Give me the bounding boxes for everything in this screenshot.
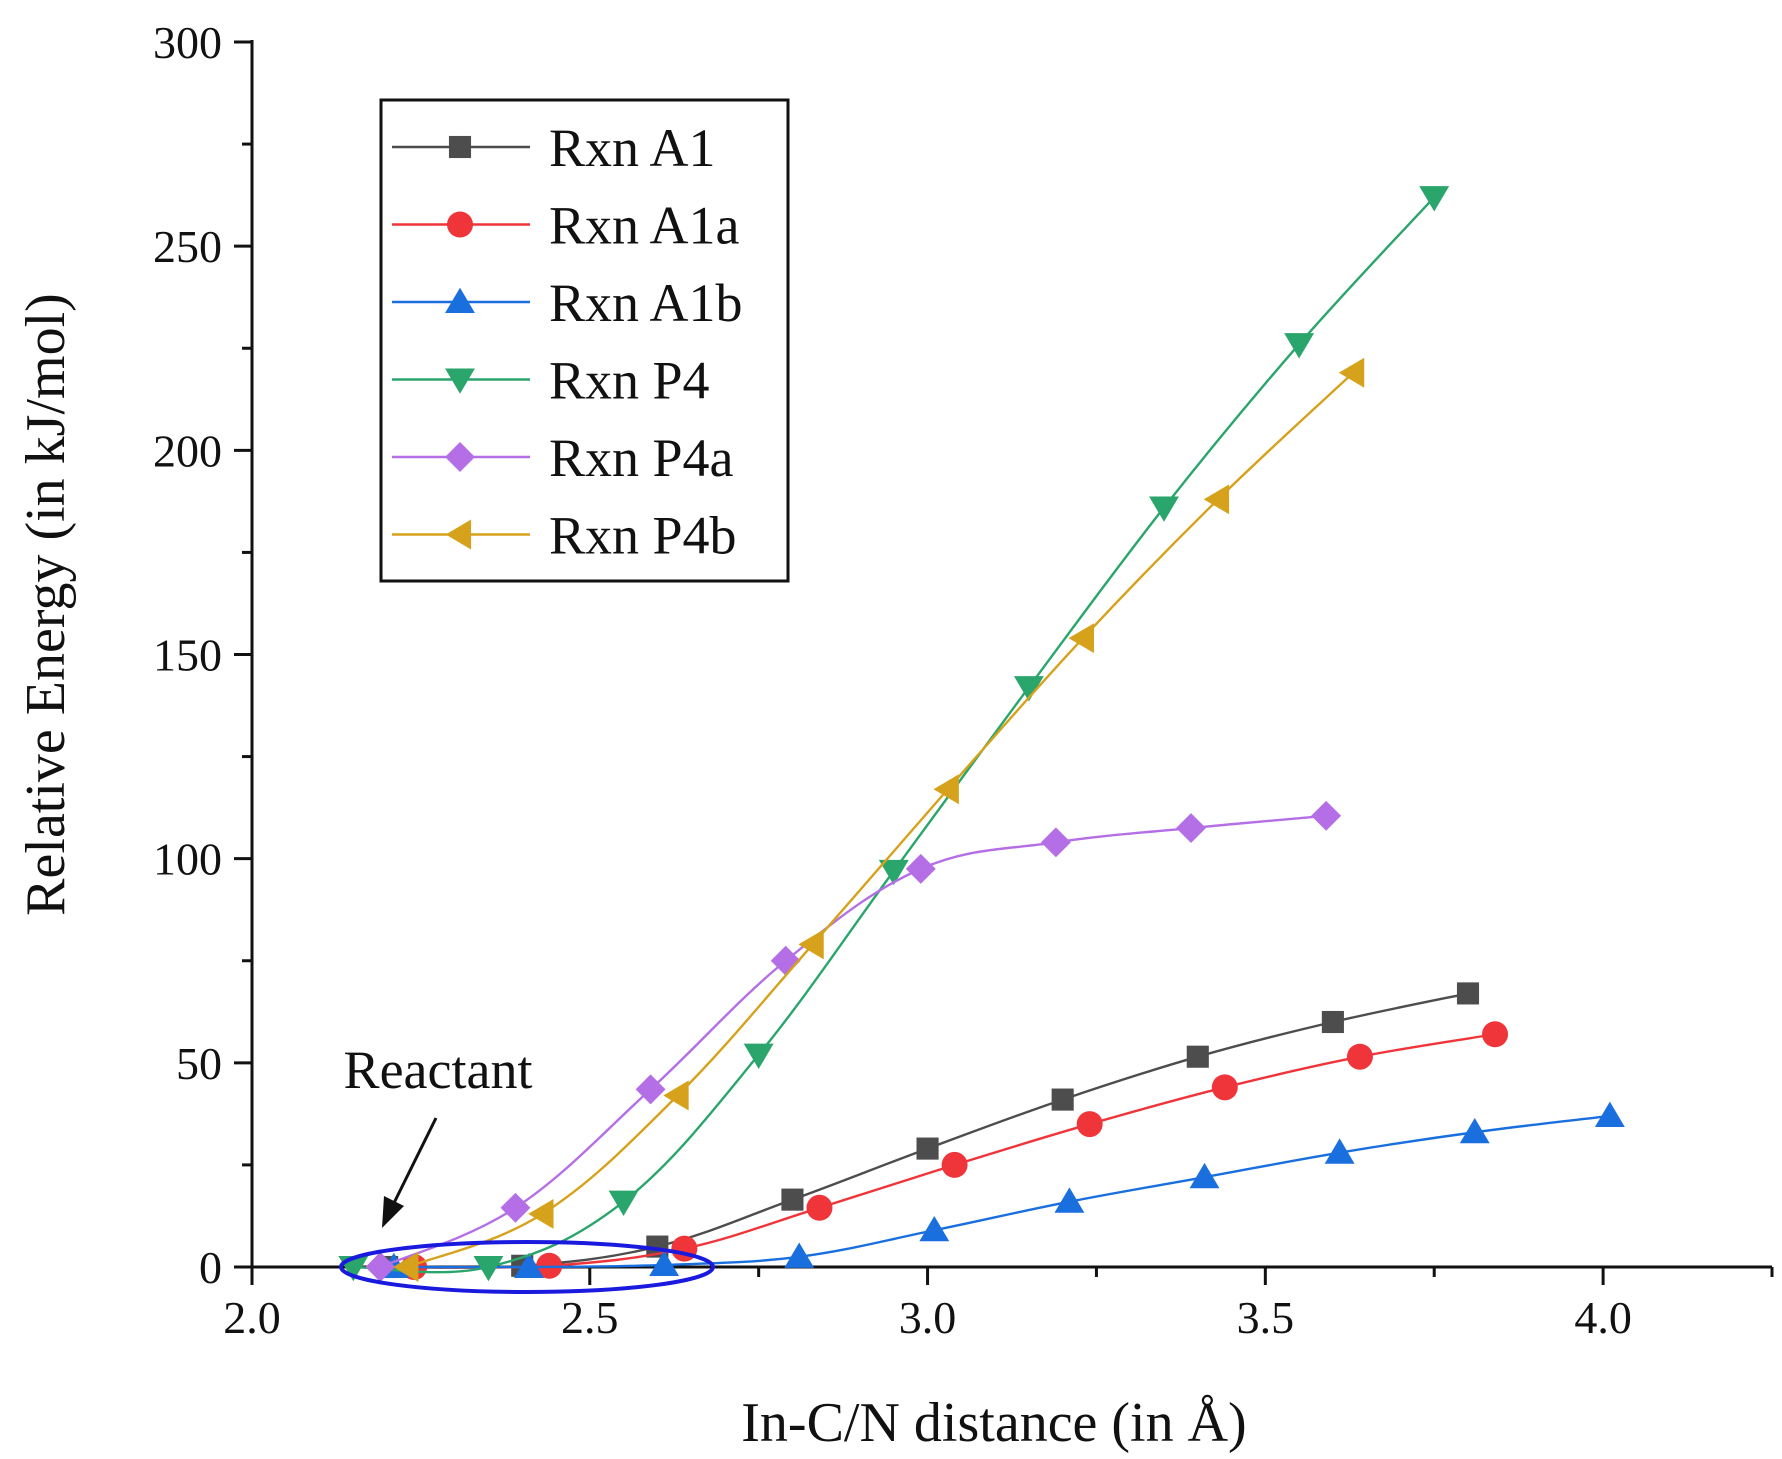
y-tick-label: 200 bbox=[153, 425, 222, 476]
legend-label: Rxn A1a bbox=[549, 196, 740, 256]
series-line bbox=[393, 1114, 1611, 1269]
data-point bbox=[1211, 1074, 1238, 1101]
data-point bbox=[798, 929, 824, 960]
data-point bbox=[528, 1198, 554, 1229]
series-line bbox=[406, 371, 1354, 1269]
data-point bbox=[1040, 827, 1071, 858]
data-point bbox=[1068, 623, 1094, 654]
y-tick-label: 100 bbox=[153, 834, 222, 885]
legend-label: Rxn P4 bbox=[549, 351, 710, 411]
data-point bbox=[365, 1252, 396, 1282]
legend-label: Rxn A1b bbox=[549, 273, 743, 333]
data-point bbox=[445, 519, 472, 550]
legend-item: Rxn A1 bbox=[392, 118, 716, 178]
reactant-label: Reactant bbox=[344, 1040, 533, 1100]
legend-item: Rxn P4a bbox=[392, 428, 734, 488]
data-point bbox=[1051, 1088, 1074, 1111]
data-point bbox=[784, 1242, 815, 1268]
legend-box bbox=[379, 98, 790, 583]
data-point bbox=[919, 1215, 950, 1242]
data-point bbox=[916, 1137, 939, 1160]
data-point bbox=[473, 1255, 504, 1282]
series-line bbox=[387, 992, 1469, 1269]
data-point bbox=[770, 945, 801, 976]
data-point bbox=[1482, 1021, 1509, 1048]
data-point bbox=[1054, 1187, 1085, 1213]
data-point bbox=[1346, 1043, 1373, 1070]
data-point bbox=[448, 135, 472, 159]
data-point bbox=[1338, 357, 1365, 388]
data-point bbox=[933, 774, 959, 805]
legend-item: Rxn P4 bbox=[392, 351, 710, 411]
data-point bbox=[1149, 496, 1179, 522]
data-point bbox=[1419, 186, 1450, 212]
x-tick-label: 3.5 bbox=[1237, 1292, 1295, 1343]
data-point bbox=[1459, 1117, 1490, 1144]
data-point bbox=[781, 1188, 804, 1211]
data-point bbox=[635, 1074, 666, 1105]
x-axis-title: In-C/N distance (in Å) bbox=[741, 1392, 1246, 1454]
data-point bbox=[878, 859, 909, 886]
y-tick-label: 50 bbox=[176, 1038, 222, 1089]
data-point bbox=[445, 287, 475, 314]
y-axis-title: Relative Energy (in kJ/mol) bbox=[15, 293, 77, 916]
y-tick-label: 0 bbox=[199, 1242, 222, 1293]
data-point bbox=[941, 1151, 968, 1178]
x-tick-label: 2.0 bbox=[223, 1292, 281, 1343]
data-point bbox=[649, 1250, 680, 1277]
data-point bbox=[500, 1192, 531, 1223]
x-tick-label: 3.0 bbox=[899, 1292, 957, 1343]
data-point bbox=[1321, 1010, 1344, 1034]
data-point bbox=[393, 1252, 419, 1282]
data-point bbox=[1186, 1045, 1209, 1068]
legend-item: Rxn A1a bbox=[392, 196, 740, 256]
y-tick-label: 250 bbox=[153, 221, 222, 272]
annotation-layer: Reactant bbox=[339, 1040, 715, 1294]
x-tick-label: 4.0 bbox=[1574, 1292, 1632, 1343]
legend: Rxn A1 Rxn A1a Rxn A1b Rxn P4 Rxn P4a Rxn P4b bbox=[379, 98, 790, 583]
data-point bbox=[1076, 1111, 1103, 1138]
legend-item: Rxn P4b bbox=[392, 506, 737, 566]
data-point bbox=[1176, 813, 1206, 843]
legend-item: Rxn A1b bbox=[392, 273, 743, 333]
data-point bbox=[1284, 333, 1315, 359]
data-point bbox=[1203, 484, 1230, 515]
data-point bbox=[1013, 676, 1044, 702]
data-point bbox=[608, 1190, 639, 1216]
data-point bbox=[1594, 1101, 1625, 1127]
data-point bbox=[663, 1080, 689, 1111]
series-rxn-a1b bbox=[378, 1101, 1625, 1279]
series-rxn-p4b bbox=[393, 357, 1365, 1282]
legend-label: Rxn P4a bbox=[549, 428, 734, 488]
data-point bbox=[806, 1194, 833, 1221]
y-tick-label: 300 bbox=[153, 17, 222, 68]
reactant-arrowhead bbox=[382, 1196, 404, 1228]
data-point bbox=[1324, 1138, 1355, 1164]
data-point bbox=[1311, 800, 1342, 831]
data-point bbox=[514, 1252, 544, 1279]
reactant-arrow bbox=[391, 1117, 438, 1206]
data-point bbox=[447, 211, 473, 238]
axes: 0 50 100 150 200 250 300 2.0 2.5 3.0 3.5 4.0 bbox=[153, 17, 1774, 1343]
data-point bbox=[1189, 1162, 1220, 1189]
y-tick-label: 150 bbox=[153, 630, 222, 681]
data-point bbox=[445, 368, 475, 394]
legend-label: Rxn P4b bbox=[549, 506, 737, 566]
x-tick-label: 2.5 bbox=[561, 1292, 619, 1343]
legend-label: Rxn A1 bbox=[549, 118, 716, 178]
reactant-ellipse bbox=[339, 1240, 715, 1294]
data-point bbox=[1456, 982, 1480, 1005]
data-point bbox=[905, 853, 936, 884]
data-point bbox=[743, 1043, 774, 1069]
data-point bbox=[445, 442, 475, 472]
